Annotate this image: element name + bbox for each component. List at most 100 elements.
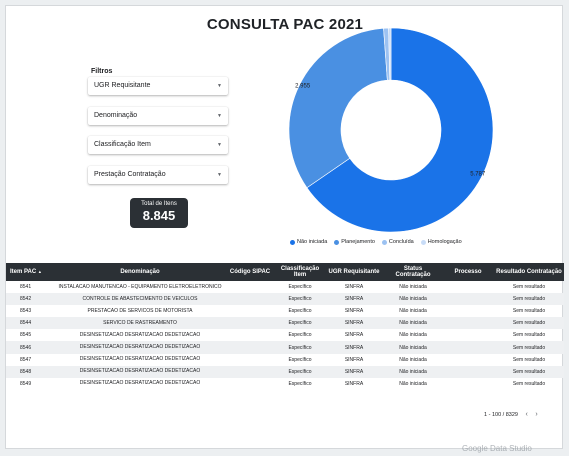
- cell-resultado: Sem resultado: [512, 332, 546, 339]
- cell-status: Não iniciada: [399, 308, 427, 315]
- donut-slice-3[interactable]: [388, 27, 392, 81]
- legend-swatch: [334, 239, 340, 245]
- col-header-codigo-sipac[interactable]: Código SIPAC: [224, 263, 276, 281]
- donut-value-label-1: 2.955: [295, 84, 311, 90]
- cell-processo: [442, 341, 494, 354]
- legend-label: Planejamento: [341, 239, 375, 245]
- cell-codigo-sipac: [224, 305, 276, 317]
- table-row[interactable]: 8543 PRESTACAO DE SERVICOS DE MOTORISTA Es…: [6, 305, 564, 317]
- cell-ugr: SINFRA: [324, 341, 384, 354]
- scorecard-label: Total de Itens: [141, 201, 177, 207]
- table-row[interactable]: 8545 DESINSETIZACAO DESRATIZACAO DEDETIZA…: [6, 329, 564, 341]
- cell-denominacao: DESINSETIZACAO DESRATIZACAO DEDETIZACAO: [56, 341, 224, 354]
- chevron-left-icon[interactable]: ‹: [525, 411, 528, 418]
- cell-processo: [442, 293, 494, 306]
- sort-asc-icon: ▲: [37, 268, 42, 274]
- pagination: 1 - 100 / 8329 ‹ ›: [484, 411, 538, 418]
- filters-label: Filtros: [91, 68, 113, 75]
- cell-denominacao: INSTALACAO MANUTENCAO - EQUIPAMENTO ELET…: [58, 283, 222, 290]
- items-table: Item PAC ▲ Denominação Código SIPAC Clas…: [6, 263, 564, 390]
- cell-denominacao: CONTROLE DE ABASTECIMENTO DE VEICULOS: [56, 293, 224, 306]
- cell-resultado: Sem resultado: [512, 284, 546, 291]
- cell-processo: [442, 305, 494, 317]
- col-header-classificacao[interactable]: Classificação Item: [276, 263, 324, 281]
- legend-label: Concluída: [388, 239, 414, 245]
- cell-status: Não iniciada: [384, 365, 442, 378]
- table-header-row: Item PAC ▲ Denominação Código SIPAC Clas…: [6, 263, 564, 281]
- filter-label: Denominação: [94, 112, 138, 119]
- cell-ugr: SINFRA: [324, 365, 384, 378]
- filter-classificacao-item[interactable]: Classificação Item ▼: [88, 136, 228, 154]
- cell-item-pac: 8543: [20, 308, 32, 315]
- table-row[interactable]: 8547 DESINSETIZACAO DESRATIZACAO DEDETIZA…: [6, 354, 564, 366]
- dropdown-caret-icon: ▼: [217, 113, 222, 119]
- report-canvas: CONSULTA PAC 2021 Filtros UGR Requisitan…: [5, 5, 564, 453]
- chevron-right-icon[interactable]: ›: [535, 411, 538, 418]
- table-row[interactable]: 8546 DESINSETIZACAO DESRATIZACAO DEDETIZA…: [6, 341, 564, 354]
- status-donut-chart[interactable]: 5.787 2.955: [286, 22, 496, 237]
- cell-item-pac: 8546: [6, 341, 56, 354]
- filter-ugr-requisitante[interactable]: UGR Requisitante ▼: [88, 77, 228, 95]
- donut-slice-0[interactable]: [306, 27, 494, 233]
- donut-value-label-0: 5.787: [470, 172, 486, 178]
- cell-processo: [442, 378, 494, 390]
- cell-codigo-sipac: [224, 354, 276, 366]
- col-header-ugr[interactable]: UGR Requisitante: [324, 263, 384, 281]
- legend-label: Homologação: [427, 239, 462, 245]
- col-header-resultado[interactable]: Resultado Contratação: [494, 263, 564, 281]
- cell-codigo-sipac: [224, 365, 276, 378]
- cell-resultado: Sem resultado: [512, 380, 546, 387]
- pagination-range: 1 - 100 / 8329: [484, 412, 518, 418]
- cell-codigo-sipac: [224, 378, 276, 390]
- dropdown-caret-icon: ▼: [217, 172, 222, 178]
- cell-resultado: Sem resultado: [512, 308, 546, 315]
- legend-item[interactable]: Planejamento: [334, 239, 375, 245]
- cell-processo: [442, 354, 494, 366]
- filter-label: Classificação Item: [94, 141, 151, 148]
- cell-ugr: SINFRA: [344, 308, 364, 315]
- cell-item-pac: 8548: [6, 365, 56, 378]
- cell-status: Não iniciada: [384, 293, 442, 306]
- donut-slice-1[interactable]: [288, 27, 388, 189]
- col-header-item-pac[interactable]: Item PAC ▲: [6, 263, 56, 281]
- cell-classificacao: Específico: [288, 308, 312, 315]
- cell-resultado: Sem resultado: [494, 365, 564, 378]
- cell-denominacao: DESINSETIZACAO DESRATIZACAO DEDETIZACAO: [79, 331, 201, 338]
- cell-denominacao: DESINSETIZACAO DESRATIZACAO DEDETIZACAO: [56, 365, 224, 378]
- col-header-processo[interactable]: Processo: [442, 263, 494, 281]
- dropdown-caret-icon: ▼: [217, 142, 222, 148]
- cell-item-pac: 8549: [20, 380, 32, 387]
- cell-status: Não iniciada: [399, 380, 427, 387]
- cell-status: Não iniciada: [399, 284, 427, 291]
- table-row[interactable]: 8542 CONTROLE DE ABASTECIMENTO DE VEICULO…: [6, 293, 564, 306]
- table-row[interactable]: 8548 DESINSETIZACAO DESRATIZACAO DEDETIZA…: [6, 365, 564, 378]
- legend-item[interactable]: Não iniciada: [290, 239, 327, 245]
- legend-item[interactable]: Homologação: [420, 239, 462, 245]
- cell-denominacao: DESINSETIZACAO DESRATIZACAO DEDETIZACAO: [79, 380, 201, 387]
- cell-codigo-sipac: [224, 317, 276, 330]
- cell-denominacao: PRESTACAO DE SERVICOS DE MOTORISTA: [87, 307, 193, 314]
- cell-classificacao: Específico: [276, 317, 324, 330]
- cell-classificacao: Específico: [288, 284, 312, 291]
- filter-prestacao-contratacao[interactable]: Prestação Contratação ▼: [88, 166, 228, 184]
- col-header-status[interactable]: Status Contratação: [384, 263, 442, 281]
- cell-ugr: SINFRA: [324, 317, 384, 330]
- col-header-denominacao[interactable]: Denominação: [56, 263, 224, 281]
- table-row[interactable]: 8544 SERVICO DE RASTREAMENTO Específico SIN…: [6, 317, 564, 330]
- cell-processo: [442, 317, 494, 330]
- cell-ugr: SINFRA: [344, 284, 364, 291]
- page-title: CONSULTA PAC 2021: [206, 16, 364, 33]
- table-row[interactable]: 8549 DESINSETIZACAO DESRATIZACAO DEDETIZA…: [6, 378, 564, 390]
- cell-denominacao: SERVICO DE RASTREAMENTO: [56, 317, 224, 330]
- table-row[interactable]: 8541 INSTALACAO MANUTENCAO - EQUIPAMENTO …: [6, 281, 564, 293]
- cell-status: Não iniciada: [399, 356, 427, 363]
- cell-classificacao: Específico: [276, 341, 324, 354]
- cell-item-pac: 8547: [20, 356, 32, 363]
- cell-processo: [442, 329, 494, 341]
- legend-swatch: [420, 239, 426, 245]
- cell-classificacao: Específico: [276, 365, 324, 378]
- legend-item[interactable]: Concluída: [381, 239, 414, 245]
- cell-resultado: Sem resultado: [494, 317, 564, 330]
- filter-denominacao[interactable]: Denominação ▼: [88, 107, 228, 125]
- cell-codigo-sipac: [224, 329, 276, 341]
